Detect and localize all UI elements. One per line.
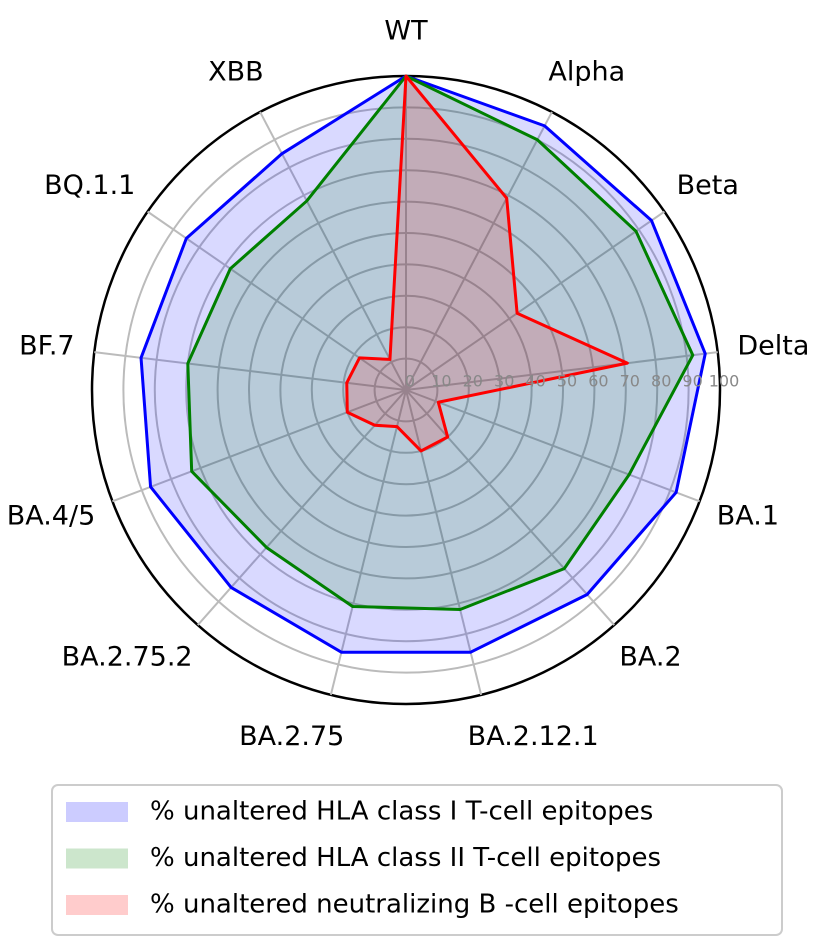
spoke <box>405 389 483 696</box>
r-tick-label: 40 <box>525 372 545 391</box>
spoke <box>147 210 407 391</box>
r-tick-label: 30 <box>494 372 514 391</box>
spoke <box>329 389 407 696</box>
legend-swatch <box>66 848 128 869</box>
legend-label: % unaltered HLA class I T-cell epitopes <box>150 797 653 827</box>
legend-label: % unaltered neutralizing B -cell epitope… <box>150 890 679 920</box>
category-label: BA.2 <box>619 641 681 672</box>
spoke <box>197 389 407 626</box>
series-area <box>186 74 695 612</box>
category-label: XBB <box>208 57 264 88</box>
spoke <box>405 389 615 626</box>
series-area <box>345 74 629 453</box>
category-label: Beta <box>677 170 739 201</box>
r-tick-label: 80 <box>651 372 671 391</box>
r-tick-label: 60 <box>588 372 608 391</box>
category-label: BA.2.12.1 <box>468 721 599 752</box>
category-label: Delta <box>737 330 809 361</box>
spoke <box>112 389 407 503</box>
legend-swatch <box>66 802 128 822</box>
r-tick-label: 20 <box>463 372 483 391</box>
r-tick-label: 100 <box>709 372 740 391</box>
spoke <box>259 111 407 391</box>
category-label: BA.1 <box>717 500 779 531</box>
category-label: BF.7 <box>19 330 74 361</box>
r-tick-label: 50 <box>557 372 577 391</box>
r-tick-label: 70 <box>620 372 640 391</box>
spoke <box>94 351 407 391</box>
spoke <box>405 351 718 391</box>
spoke <box>405 111 553 391</box>
spoke <box>405 210 665 391</box>
spoke <box>405 389 700 503</box>
legend-label: % unaltered HLA class II T-cell epitopes <box>150 843 661 873</box>
r-tick-label: 0 <box>405 372 415 391</box>
category-label: BA.2.75.2 <box>62 641 193 672</box>
legend-swatch <box>66 895 128 915</box>
series-area <box>139 74 707 654</box>
category-label: WT <box>384 16 428 47</box>
r-tick-label: 90 <box>682 372 702 391</box>
category-label: BA.2.75 <box>239 721 344 752</box>
category-label: BA.4/5 <box>7 500 96 531</box>
r-tick-label: 10 <box>431 372 451 391</box>
legend-box <box>51 784 783 936</box>
category-label: Alpha <box>548 57 625 88</box>
category-label: BQ.1.1 <box>44 170 135 201</box>
